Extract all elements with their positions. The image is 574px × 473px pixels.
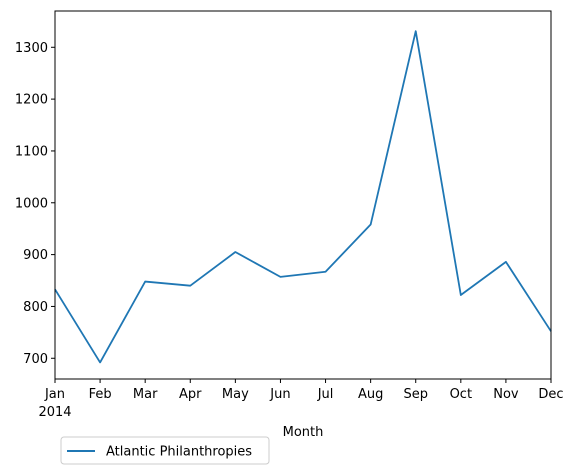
x-tick-label: Dec: [538, 387, 563, 402]
x-axis-year-label: 2014: [38, 405, 71, 420]
legend-box: [60, 436, 270, 465]
x-tick-label: Oct: [450, 387, 472, 402]
plot-area: [54, 30, 552, 364]
x-axis-title: Month: [283, 425, 324, 440]
series-line: [54, 30, 552, 364]
x-tick-label: Jan: [44, 387, 65, 402]
x-tick-label: May: [222, 387, 249, 402]
axes-frame: [54, 10, 552, 380]
legend-label: Atlantic Philanthropies: [106, 445, 252, 460]
y-tick-label: 900: [23, 248, 48, 263]
legend: Atlantic Philanthropies: [60, 436, 270, 465]
y-tick-label: 1300: [15, 41, 48, 56]
x-tick-label: Jun: [269, 387, 290, 402]
x-tick-label: Nov: [493, 387, 519, 402]
y-tick-label: 800: [23, 300, 48, 315]
y-axis: 700 800 900 1000 1100 1200 1300: [15, 41, 55, 367]
y-tick-label: 700: [23, 352, 48, 367]
y-tick-label: 1100: [15, 144, 48, 159]
x-tick-label: Mar: [133, 387, 158, 402]
x-tick-label: Sep: [403, 387, 428, 402]
y-tick-label: 1200: [15, 93, 48, 108]
x-axis: Jan Feb Mar Apr May Jun Jul Aug Sep Oct Nov Dec: [44, 379, 564, 402]
x-tick-label: Aug: [358, 387, 383, 402]
y-tick-label: 1000: [15, 196, 48, 211]
x-tick-label: Jul: [317, 387, 334, 402]
x-tick-label: Feb: [89, 387, 112, 402]
x-tick-label: Apr: [179, 387, 202, 402]
